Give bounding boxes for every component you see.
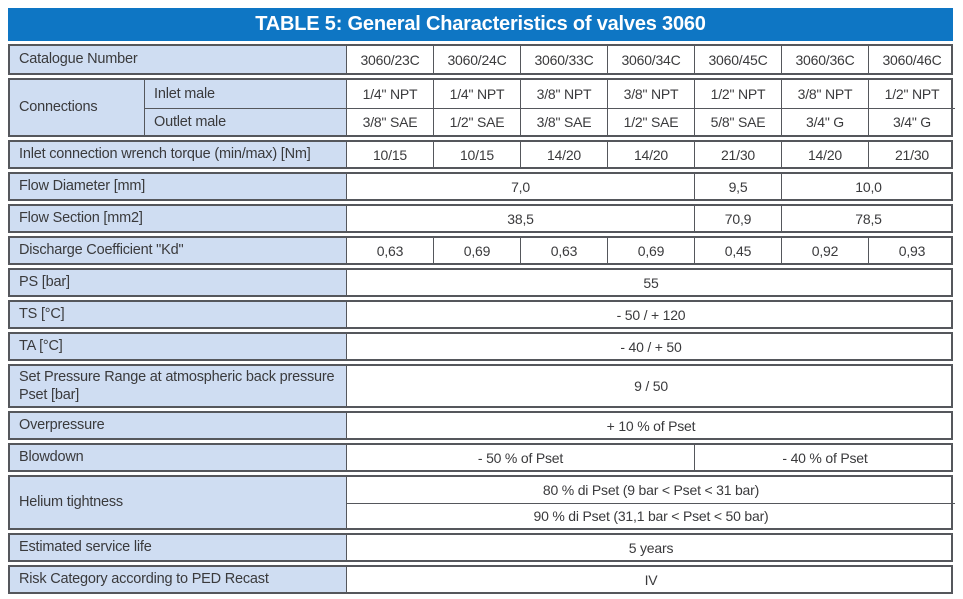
torque-value: 14/20 (520, 142, 607, 167)
row-label: TS [°C] (10, 302, 346, 327)
table-title: TABLE 5: General Characteristics of valv… (255, 13, 706, 35)
row-label: Flow Section [mm2] (10, 206, 346, 231)
row-label: TA [°C] (10, 334, 346, 359)
outlet-value: 3/4" G (781, 107, 868, 135)
inlet-value: 3/8" NPT (607, 80, 694, 108)
torque-value: 10/15 (346, 142, 433, 167)
catalogue-value: 3060/36C (781, 46, 868, 73)
torque-value: 21/30 (694, 142, 781, 167)
outlet-value: 3/4" G (868, 107, 955, 135)
torque-value: 14/20 (607, 142, 694, 167)
torque-value: 14/20 (781, 142, 868, 167)
blowdown-right-value: - 40 % of Pset (694, 445, 955, 470)
row-flow-section: Flow Section [mm2] 38,5 70,9 78,5 (8, 204, 953, 233)
row-label: Helium tightness (10, 477, 346, 528)
row-label: Flow Diameter [mm] (10, 174, 346, 199)
row-overpressure: Overpressure + 10 % of Pset (8, 411, 953, 440)
row-ta: TA [°C] - 40 / + 50 (8, 332, 953, 361)
row-discharge-coefficient: Discharge Coefficient "Kd" 0,63 0,69 0,6… (8, 236, 953, 265)
catalogue-value: 3060/24C (433, 46, 520, 73)
row-ts: TS [°C] - 50 / + 120 (8, 300, 953, 329)
flow-section-value: 38,5 (346, 206, 694, 231)
discharge-value: 0,63 (346, 238, 433, 263)
service-life-value: 5 years (346, 535, 955, 560)
row-label: Blowdown (10, 445, 346, 470)
discharge-value: 0,93 (868, 238, 955, 263)
ta-value: - 40 / + 50 (346, 334, 955, 359)
helium-value-90: 90 % di Pset (31,1 bar < Pset < 50 bar) (346, 502, 955, 528)
row-label: Connections (10, 80, 144, 135)
torque-value: 21/30 (868, 142, 955, 167)
row-label: Set Pressure Range at atmospheric back p… (10, 366, 346, 407)
ps-value: 55 (346, 270, 955, 295)
row-service-life: Estimated service life 5 years (8, 533, 953, 562)
pset-range-value: 9 / 50 (346, 366, 955, 407)
row-risk-category: Risk Category according to PED Recast IV (8, 565, 953, 594)
helium-value-80: 80 % di Pset (9 bar < Pset < 31 bar) (346, 477, 955, 503)
flow-diameter-value: 9,5 (694, 174, 781, 199)
flow-section-value: 70,9 (694, 206, 781, 231)
row-label: PS [bar] (10, 270, 346, 295)
discharge-value: 0,92 (781, 238, 868, 263)
inlet-value: 3/8" NPT (781, 80, 868, 108)
flow-section-value: 78,5 (781, 206, 955, 231)
outlet-value: 1/2" SAE (433, 107, 520, 135)
flow-diameter-value: 10,0 (781, 174, 955, 199)
outlet-value: 3/8" SAE (520, 107, 607, 135)
inlet-value: 3/8" NPT (520, 80, 607, 108)
catalogue-value: 3060/23C (346, 46, 433, 73)
inlet-value: 1/4" NPT (346, 80, 433, 108)
catalogue-value: 3060/46C (868, 46, 955, 73)
discharge-value: 0,69 (433, 238, 520, 263)
overpressure-value: + 10 % of Pset (346, 413, 955, 438)
outlet-value: 3/8" SAE (346, 107, 433, 135)
flow-diameter-value: 7,0 (346, 174, 694, 199)
row-label: Estimated service life (10, 535, 346, 560)
discharge-value: 0,45 (694, 238, 781, 263)
inlet-value: 1/2" NPT (694, 80, 781, 108)
row-label: Overpressure (10, 413, 346, 438)
outlet-value: 1/2" SAE (607, 107, 694, 135)
row-connections: Connections Inlet male 1/4" NPT 1/4" NPT… (8, 78, 955, 137)
row-catalogue-number: Catalogue Number 3060/23C 3060/24C 3060/… (8, 44, 953, 75)
inlet-value: 1/4" NPT (433, 80, 520, 108)
sub-label-inlet-male: Inlet male (144, 80, 346, 108)
discharge-value: 0,63 (520, 238, 607, 263)
blowdown-left-value: - 50 % of Pset (346, 445, 694, 470)
risk-value: IV (346, 567, 955, 592)
ts-value: - 50 / + 120 (346, 302, 955, 327)
outlet-value: 5/8" SAE (694, 107, 781, 135)
row-wrench-torque: Inlet connection wrench torque (min/max)… (8, 140, 953, 169)
catalogue-value: 3060/45C (694, 46, 781, 73)
discharge-value: 0,69 (607, 238, 694, 263)
row-set-pressure-range: Set Pressure Range at atmospheric back p… (8, 364, 953, 408)
inlet-value: 1/2" NPT (868, 80, 955, 108)
row-blowdown: Blowdown - 50 % of Pset - 40 % of Pset (8, 443, 953, 472)
catalogue-value: 3060/33C (520, 46, 607, 73)
row-label: Inlet connection wrench torque (min/max)… (10, 142, 346, 167)
row-helium-tightness: Helium tightness 80 % di Pset (9 bar < P… (8, 475, 955, 530)
row-ps: PS [bar] 55 (8, 268, 953, 297)
row-label: Catalogue Number (10, 46, 346, 73)
row-label: Discharge Coefficient "Kd" (10, 238, 346, 263)
table-title-bar: TABLE 5: General Characteristics of valv… (8, 8, 953, 41)
row-flow-diameter: Flow Diameter [mm] 7,0 9,5 10,0 (8, 172, 953, 201)
row-label: Risk Category according to PED Recast (10, 567, 346, 592)
sub-label-outlet-male: Outlet male (144, 107, 346, 135)
torque-value: 10/15 (433, 142, 520, 167)
catalogue-value: 3060/34C (607, 46, 694, 73)
